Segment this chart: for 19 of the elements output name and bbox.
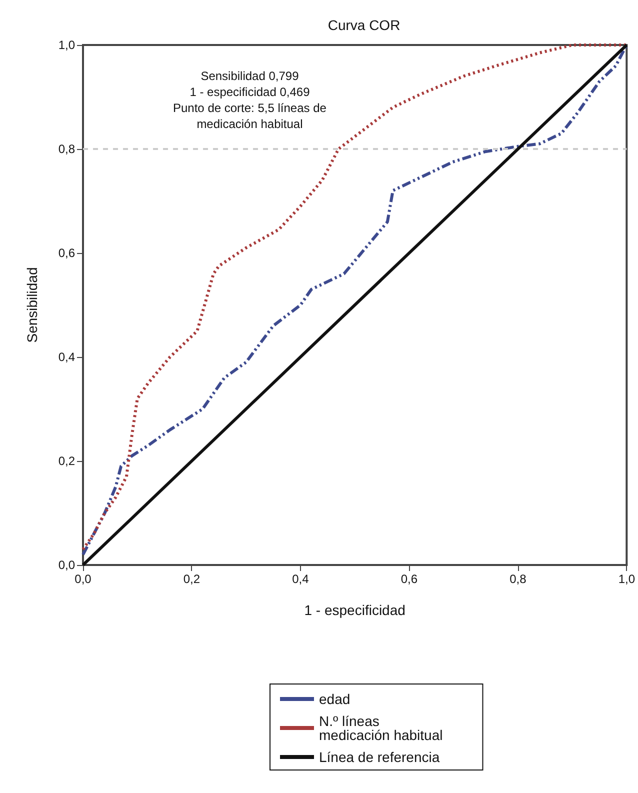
y-axis-title: Sensibilidad — [24, 267, 40, 343]
y-tick-label: 0,0 — [58, 558, 76, 572]
annotation: Sensibilidad 0,799 1 - especificidad 0,469 Punto de corte: 5,5 líneas de medicación habitual — [172, 69, 327, 131]
x-axis-title: 1 - especificidad — [304, 602, 406, 618]
y-tick-label: 0,4 — [58, 350, 76, 364]
y-tick-label: 0,6 — [58, 246, 76, 260]
chart-title: Curva COR — [328, 17, 400, 33]
x-tick-label: 1,0 — [618, 572, 636, 586]
x-tick-label: 0,4 — [292, 572, 310, 586]
legend-label: Línea de referencia — [319, 749, 440, 765]
legend-label: edad — [319, 691, 350, 707]
y-tick-label: 1,0 — [58, 38, 76, 52]
x-tick-label: 0,6 — [400, 572, 418, 586]
x-tick-label: 0,2 — [183, 572, 200, 586]
y-tick-label: 0,8 — [58, 142, 76, 156]
legend-label: N.º líneas medicación habitual — [319, 713, 443, 743]
y-tick-label: 0,2 — [58, 454, 76, 468]
x-tick-label: 0,8 — [510, 572, 527, 586]
x-tick-label: 0,0 — [74, 572, 92, 586]
